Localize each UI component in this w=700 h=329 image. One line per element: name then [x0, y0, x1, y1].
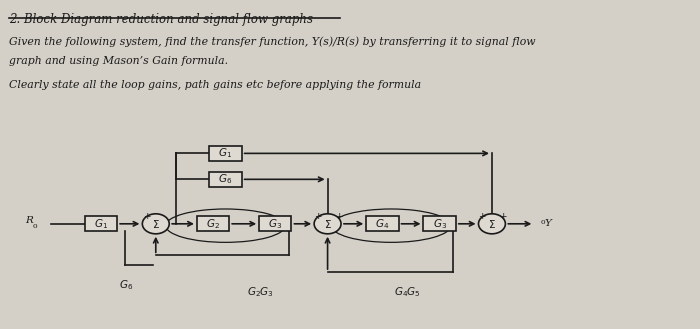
Text: +: + — [335, 212, 342, 221]
Text: graph and using Mason’s Gain formula.: graph and using Mason’s Gain formula. — [9, 56, 228, 66]
Circle shape — [142, 214, 169, 234]
Text: $G_4 G_5$: $G_4 G_5$ — [394, 286, 421, 299]
Text: o: o — [33, 222, 38, 230]
Text: $G_6$: $G_6$ — [218, 172, 232, 186]
Text: +: + — [314, 212, 321, 221]
Text: $G_2$: $G_2$ — [206, 217, 220, 231]
Text: $\Sigma$: $\Sigma$ — [323, 218, 332, 230]
Text: $\Sigma$: $\Sigma$ — [488, 218, 496, 230]
Text: Given the following system, find the transfer function, Y(s)/R(s) by transferrin: Given the following system, find the tra… — [9, 37, 536, 47]
Text: R: R — [25, 216, 33, 225]
Text: -: - — [156, 227, 160, 240]
Text: $G_1$: $G_1$ — [94, 217, 108, 231]
Text: $G_4$: $G_4$ — [375, 217, 389, 231]
Text: $G_3$: $G_3$ — [268, 217, 282, 231]
Text: $G_1$: $G_1$ — [218, 146, 232, 160]
Text: $G_6$: $G_6$ — [119, 278, 133, 292]
Circle shape — [479, 214, 505, 234]
FancyBboxPatch shape — [209, 146, 241, 161]
Text: Y: Y — [545, 218, 552, 228]
Text: $G_2 G_3$: $G_2 G_3$ — [247, 286, 274, 299]
FancyBboxPatch shape — [85, 216, 117, 231]
FancyBboxPatch shape — [424, 216, 456, 231]
FancyBboxPatch shape — [197, 216, 229, 231]
Text: $G_3$: $G_3$ — [433, 217, 447, 231]
Text: +: + — [478, 212, 486, 221]
Text: +: + — [499, 212, 507, 221]
FancyBboxPatch shape — [366, 216, 398, 231]
Text: o: o — [541, 218, 545, 226]
Text: $\Sigma$: $\Sigma$ — [152, 218, 160, 230]
Circle shape — [314, 214, 341, 234]
Text: Clearly state all the loop gains, path gains etc before applying the formula: Clearly state all the loop gains, path g… — [9, 80, 421, 90]
Text: 2. Block Diagram reduction and signal flow graphs: 2. Block Diagram reduction and signal fl… — [9, 13, 313, 26]
FancyBboxPatch shape — [209, 172, 241, 187]
FancyBboxPatch shape — [259, 216, 291, 231]
Text: +: + — [144, 212, 151, 221]
